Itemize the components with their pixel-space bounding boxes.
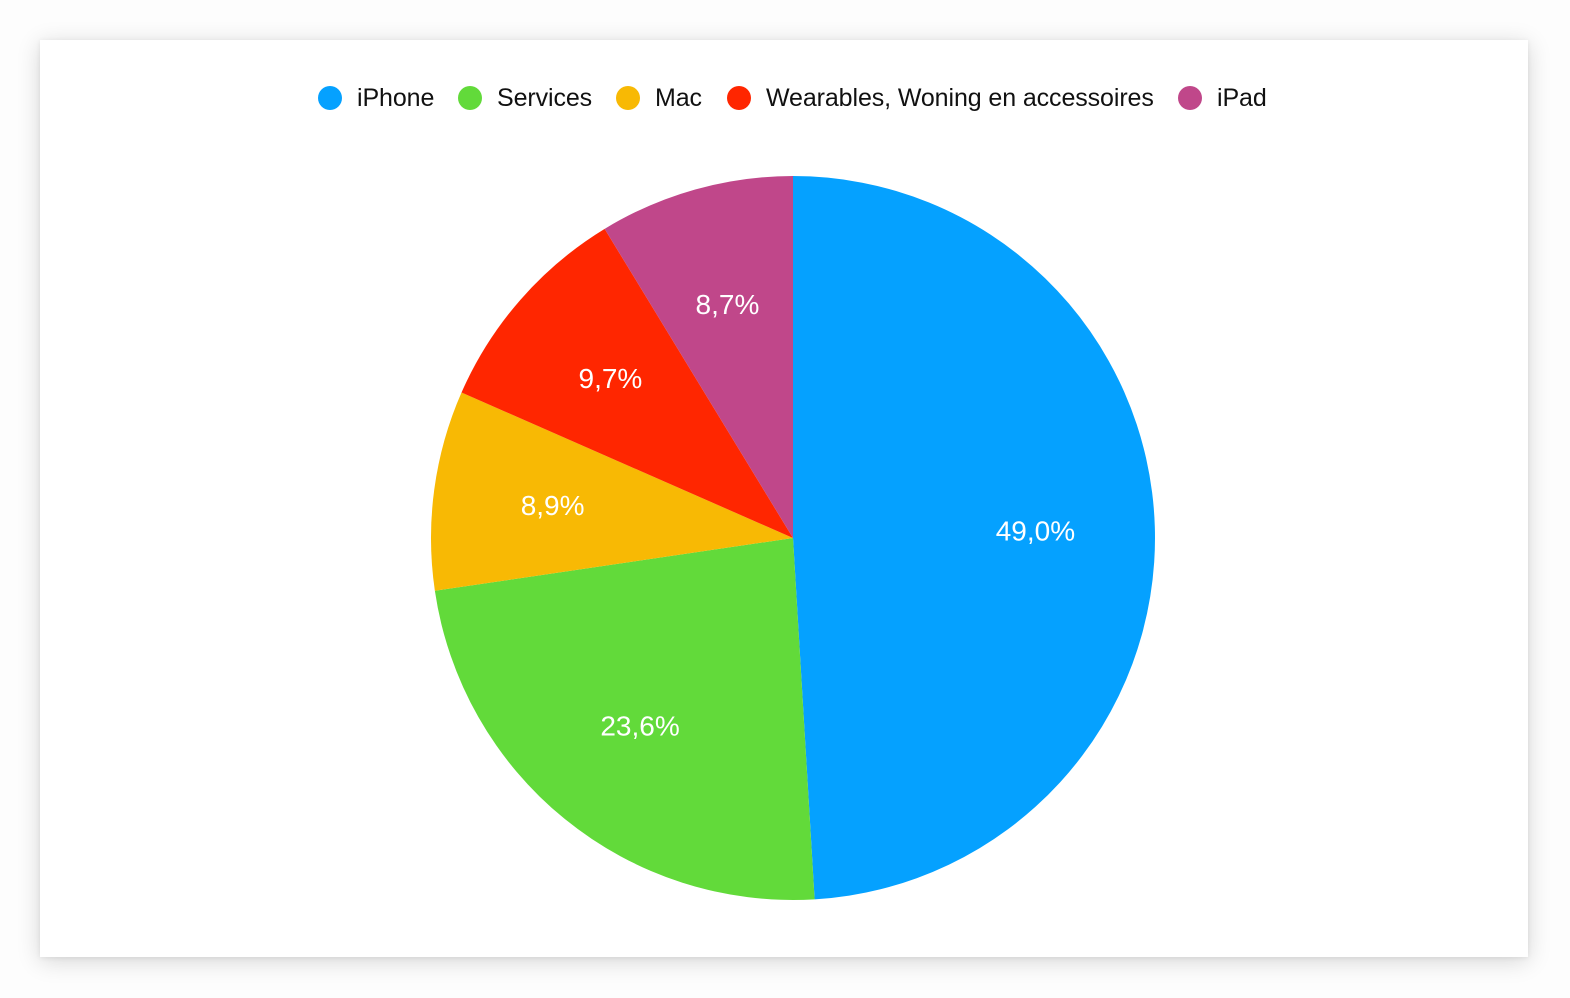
legend-label-ipad: iPad: [1217, 83, 1267, 112]
chart-card: iPhone Services Mac Wearables, Woning en…: [40, 40, 1528, 957]
legend-label-wearables: Wearables, Woning en accessoires: [766, 83, 1154, 112]
pie-slices: [431, 176, 1156, 900]
legend-item-iphone[interactable]: iPhone: [318, 80, 434, 116]
pie-slice-iphone[interactable]: [793, 176, 1156, 900]
legend-label-services: Services: [497, 83, 593, 112]
data-label-ipad: 8,7%: [696, 289, 760, 320]
pie-slice-mac[interactable]: [431, 392, 793, 591]
legend-swatch-services: [458, 86, 482, 110]
data-label-services: 23,6%: [600, 711, 679, 742]
legend-label-iphone: iPhone: [357, 83, 435, 112]
data-label-iphone: 49,0%: [996, 515, 1075, 546]
pie-data-labels: 49,0% 23,6% 8,9% 9,7% 8,7%: [521, 289, 1075, 742]
chart-legend: iPhone Services Mac Wearables, Woning en…: [40, 80, 1528, 116]
legend-item-wearables[interactable]: Wearables, Woning en accessoires: [727, 80, 1154, 116]
legend-item-mac[interactable]: Mac: [616, 80, 702, 116]
legend-swatch-ipad: [1178, 86, 1202, 110]
pie-chart: 49,0% 23,6% 8,9% 9,7% 8,7%: [431, 176, 1156, 900]
pie-slice-wearables-woning-en-accessoires[interactable]: [461, 228, 793, 538]
pie-slice-ipad[interactable]: [604, 176, 793, 538]
pie-slice-services[interactable]: [434, 538, 815, 900]
data-label-mac: 8,9%: [521, 490, 585, 521]
legend-item-services[interactable]: Services: [458, 80, 592, 116]
data-label-wearables-woning-en-accessoires: 9,7%: [579, 363, 643, 394]
legend-swatch-wearables: [727, 86, 751, 110]
legend-label-mac: Mac: [655, 83, 702, 112]
legend-item-ipad[interactable]: iPad: [1178, 80, 1267, 116]
legend-swatch-iphone: [318, 86, 342, 110]
legend-swatch-mac: [616, 86, 640, 110]
